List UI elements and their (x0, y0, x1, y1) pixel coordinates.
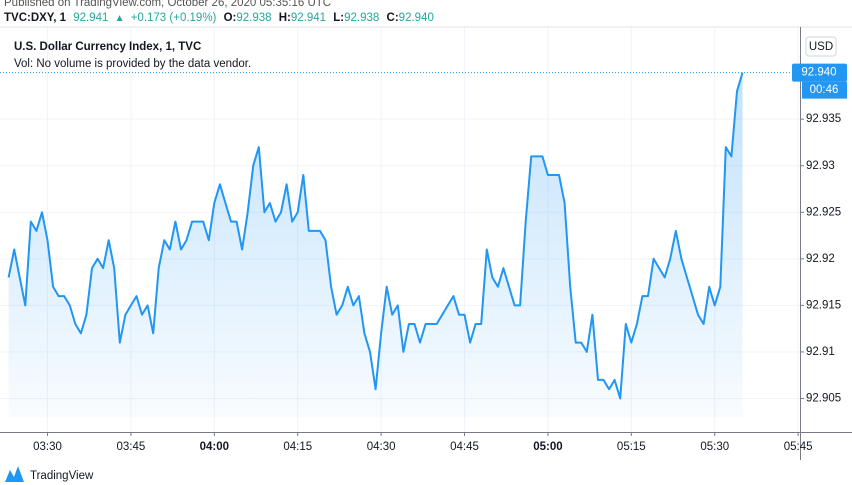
x-tick-label: 03:45 (117, 441, 146, 453)
currency-button[interactable] (805, 36, 837, 57)
y-tick-label: 92.915 (806, 299, 841, 311)
x-tick-label: 04:45 (450, 441, 479, 453)
x-tick-label: 04:15 (283, 441, 312, 453)
symbol-line: TVC:DXY, 1 92.941 ▲ +0.173 (+0.19%) O:92… (4, 12, 434, 24)
low: 92.938 (344, 12, 379, 24)
up-arrow: ▲ (115, 13, 125, 24)
x-tick-label: 05:15 (617, 441, 646, 453)
y-tick-label: 92.93 (806, 160, 835, 172)
plot-area (0, 72, 800, 417)
published-note: Published on TradingView.com, October 26… (4, 0, 331, 9)
high: 92.941 (291, 12, 326, 24)
x-tick-label: 05:00 (533, 441, 562, 453)
symbol: TVC:DXY, 1 (4, 12, 67, 24)
y-tick-label: 92.905 (806, 393, 841, 405)
legend-title: U.S. Dollar Currency Index, 1, TVC (14, 41, 201, 53)
y-tick-label: 92.935 (806, 113, 841, 125)
high-label: H: (279, 12, 291, 24)
y-tick-label: 92.91 (806, 346, 835, 358)
open: 92.938 (236, 12, 271, 24)
x-tick-label: 05:30 (700, 441, 729, 453)
axes: 92.905 92.91 92.915 92.92 92.925 92.93 92.935 0… (33, 63, 847, 453)
last-price-label: 92.940 (801, 67, 836, 79)
countdown-tag (802, 81, 847, 99)
close-label: C: (387, 12, 399, 24)
countdown-label: 00:46 (810, 84, 839, 96)
last-quote: 92.941 (73, 12, 108, 24)
x-tick-label: 05:45 (784, 441, 813, 453)
price-line (7, 72, 744, 400)
y-tick-label: 92.925 (806, 206, 841, 218)
close: 92.940 (399, 12, 434, 24)
last-price-tag (792, 63, 847, 82)
open-label: O: (224, 12, 237, 24)
volume-note: Vol: No volume is provided by the data v… (14, 58, 251, 70)
x-tick-label: 04:00 (200, 441, 229, 453)
logo-icon (5, 466, 24, 482)
low-label: L: (333, 12, 344, 24)
x-tick-label: 03:30 (33, 441, 62, 453)
change: +0.173 (+0.19%) (131, 12, 217, 24)
y-tick-label: 92.92 (806, 253, 835, 265)
x-tick-label: 04:30 (367, 441, 396, 453)
footer-brand: TradingView (30, 470, 94, 482)
area-fill (8, 72, 743, 417)
currency-label[interactable]: USD (809, 41, 833, 53)
footer-logo: TradingView (5, 466, 94, 482)
